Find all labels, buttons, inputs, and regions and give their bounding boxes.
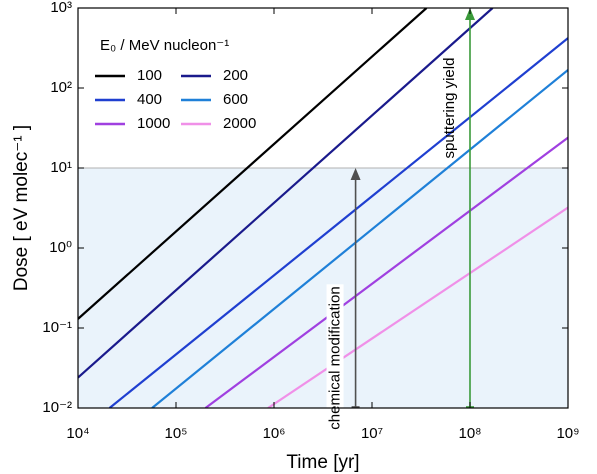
x-tick-label: 10⁹: [556, 425, 579, 442]
y-tick-label: 10⁻¹: [42, 319, 72, 336]
arrow-head: [350, 168, 361, 180]
line-series: [151, 69, 568, 408]
legend-title: E₀ / MeV nucleon⁻¹: [100, 37, 229, 54]
line-series: [267, 206, 568, 408]
line-series: [108, 37, 568, 408]
x-tick-label: 10⁷: [361, 425, 383, 442]
x-tick-label: 10⁶: [263, 425, 286, 442]
y-tick-label: 10²: [50, 79, 72, 96]
line-series: [78, 8, 428, 320]
line-series: [204, 136, 568, 408]
y-tick-label: 10⁻²: [42, 399, 72, 416]
legend-label: 600: [223, 91, 248, 108]
plot-frame: [77, 7, 569, 409]
x-tick-label: 10⁴: [66, 425, 89, 442]
x-tick-label: 10⁵: [165, 425, 188, 442]
y-tick-label: 10¹: [50, 159, 72, 176]
y-tick-label: 10⁰: [49, 239, 72, 256]
annotation-text: chemical modification: [327, 286, 344, 429]
legend-label: 1000: [137, 115, 170, 132]
annotation-text: sputtering yield: [441, 58, 458, 159]
legend-label: 400: [137, 91, 162, 108]
annotation-bg: [326, 284, 344, 432]
line-series: [78, 8, 494, 379]
x-tick-label: 10⁸: [458, 425, 481, 442]
legend-label: 2000: [223, 115, 256, 132]
x-axis-label: Time [yr]: [286, 452, 359, 473]
legend-label: 100: [137, 67, 162, 84]
y-axis-label: Dose [ eV molec⁻¹ ]: [11, 125, 32, 291]
y-tick-label: 10³: [50, 0, 72, 16]
legend-label: 200: [223, 67, 248, 84]
